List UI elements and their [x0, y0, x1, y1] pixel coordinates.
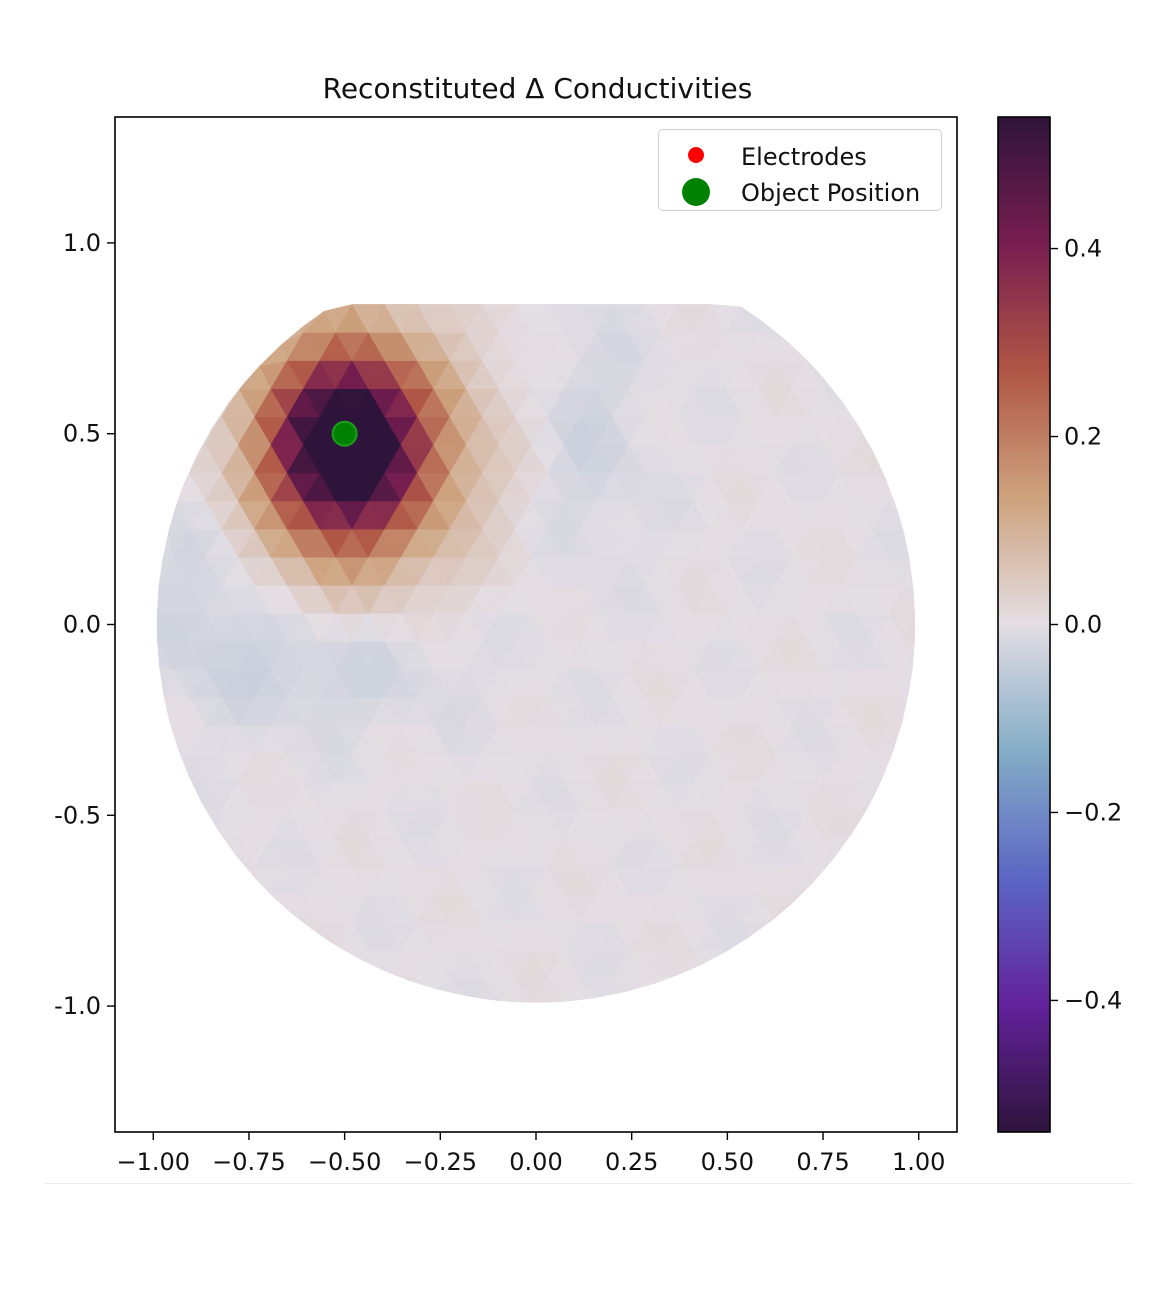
y-tick-label: -0.5 [54, 801, 101, 829]
mesh-triangle [896, 508, 905, 538]
colorbar-tick-label: −0.2 [1064, 798, 1122, 826]
mesh-triangle [905, 668, 913, 698]
bottom-divider [44, 1183, 1134, 1184]
legend: Electrodes Object Position [658, 129, 942, 211]
legend-item-object-position: Object Position [659, 176, 941, 207]
mesh-triangle [904, 613, 916, 642]
conductivity-mesh [156, 303, 916, 1003]
mesh-triangle [839, 399, 860, 427]
y-tick-label: 0.0 [63, 611, 101, 639]
y-tick-label: 0.5 [63, 420, 101, 448]
x-tick-label: 0.25 [605, 1148, 658, 1176]
legend-label-object-position: Object Position [741, 179, 921, 207]
mesh-triangle [867, 778, 883, 808]
mesh-triangle [801, 354, 823, 377]
mesh-triangle [821, 375, 842, 401]
colorbar-tick-label: 0.2 [1064, 423, 1102, 451]
legend-item-electrodes: Electrodes [659, 140, 941, 171]
mesh-triangle [904, 559, 914, 589]
object-position-marker-icon [682, 178, 710, 206]
mesh-triangle [886, 480, 897, 510]
legend-label-electrodes: Electrodes [741, 143, 867, 171]
x-tick-label: 0.75 [796, 1148, 849, 1176]
x-tick-label: −0.50 [308, 1148, 382, 1176]
colorbar [997, 116, 1051, 1133]
x-tick-label: −0.75 [212, 1148, 286, 1176]
chart-title: Reconstituted Δ Conductivities [322, 72, 753, 105]
colorbar-tick-label: 0.4 [1064, 235, 1102, 263]
x-tick-label: −1.00 [116, 1148, 190, 1176]
x-tick-label: 1.00 [892, 1148, 945, 1176]
y-tick-label: -1.0 [54, 992, 101, 1020]
colorbar-tick-label: 0.0 [1064, 611, 1102, 639]
mesh-triangle [872, 452, 888, 482]
mesh-triangle [856, 424, 875, 454]
mesh-triangle [758, 321, 786, 341]
x-tick-label: −0.25 [404, 1148, 478, 1176]
object-position-marker [331, 420, 358, 447]
electrode-marker-icon [688, 147, 704, 163]
colorbar-tick-label: −0.4 [1064, 986, 1122, 1014]
y-tick-label: 1.0 [63, 229, 101, 257]
x-tick-label: 0.00 [509, 1148, 562, 1176]
x-tick-label: 0.50 [701, 1148, 754, 1176]
